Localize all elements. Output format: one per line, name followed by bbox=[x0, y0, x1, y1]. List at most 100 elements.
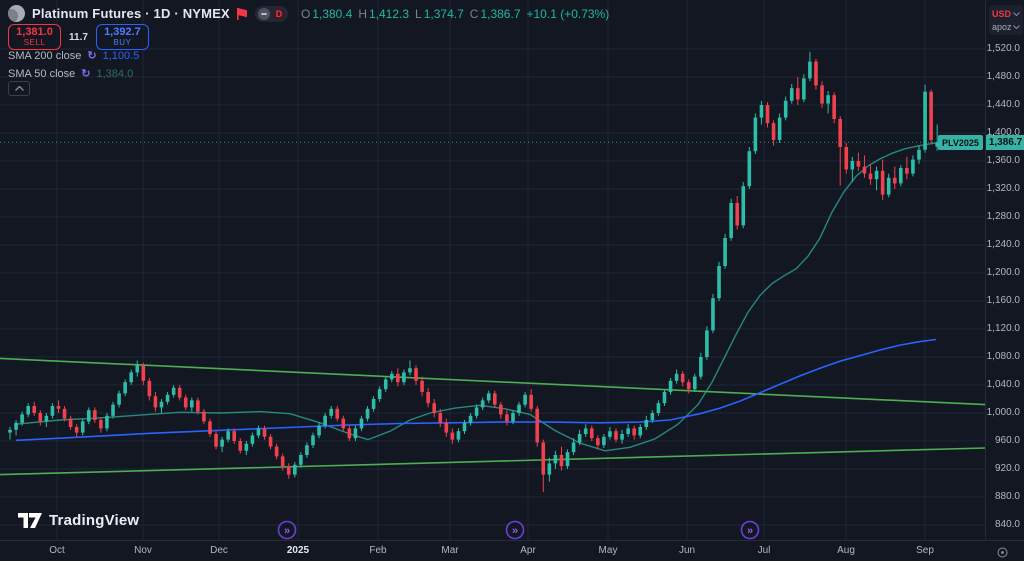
candle-body bbox=[650, 413, 655, 420]
candle-body bbox=[38, 413, 43, 422]
candle-body bbox=[141, 365, 146, 381]
candle-body bbox=[765, 105, 770, 124]
candle-body bbox=[44, 415, 49, 422]
price-tick-label: 1,160.0 bbox=[986, 295, 1020, 306]
tradingview-logo[interactable]: TradingView bbox=[18, 512, 139, 529]
timeline-jump-marker[interactable] bbox=[277, 520, 297, 540]
scale-settings-icon[interactable] bbox=[997, 545, 1008, 561]
candle-body bbox=[753, 117, 758, 152]
candle-body bbox=[68, 418, 73, 427]
candle-body bbox=[892, 177, 897, 184]
time-label: Oct bbox=[49, 545, 65, 556]
candle-body bbox=[838, 119, 843, 147]
candle-body bbox=[899, 168, 903, 184]
price-tick-label: 1,040.0 bbox=[986, 379, 1020, 390]
candle-body bbox=[220, 439, 224, 447]
sell-price: 1,381.0 bbox=[16, 26, 53, 39]
candle-body bbox=[862, 166, 867, 174]
time-label: Nov bbox=[134, 545, 152, 556]
candle-body bbox=[614, 431, 618, 440]
trendline[interactable] bbox=[0, 357, 986, 406]
double-chevron-icon: » bbox=[284, 525, 290, 537]
candle-body bbox=[571, 442, 576, 453]
timeline-jump-marker[interactable] bbox=[505, 520, 525, 540]
tradingview-logo-text: TradingView bbox=[49, 512, 140, 529]
candle-body bbox=[396, 373, 400, 383]
candle-body bbox=[147, 380, 152, 397]
close-value: 1,386.7 bbox=[480, 6, 521, 21]
indicator-loading-icon: ↻ bbox=[87, 50, 97, 62]
candle-body bbox=[796, 88, 800, 100]
indicator-row-sma50[interactable]: SMA 50 close ↻ 1,384.0 bbox=[8, 67, 133, 81]
price-tick-label: 1,280.0 bbox=[986, 211, 1020, 222]
price-scale[interactable]: USD apoz 1,386.7 1,520.0 1,480.0 1,440.0 1,… bbox=[985, 0, 1024, 540]
spread-value: 11.7 bbox=[69, 31, 88, 43]
chevron-up-icon bbox=[14, 86, 24, 91]
double-chevron-icon: » bbox=[512, 525, 518, 537]
sell-button[interactable]: 1,381.0 SELL bbox=[8, 24, 61, 50]
candle-body bbox=[668, 380, 673, 392]
candle-body bbox=[389, 373, 394, 380]
candle-body bbox=[329, 408, 333, 416]
candle-body bbox=[450, 432, 455, 440]
interval-pill[interactable]: D bbox=[254, 5, 288, 22]
minus-icon[interactable] bbox=[257, 7, 270, 20]
candle-body bbox=[832, 95, 836, 119]
buy-button[interactable]: 1,392.7 BUY bbox=[95, 24, 149, 50]
symbol-title[interactable]: Platinum Futures · 1D · NYMEX bbox=[32, 6, 230, 21]
candle-body bbox=[789, 88, 794, 101]
candle-body bbox=[468, 415, 473, 423]
order-panel: 1,381.0 SELL 11.7 1,392.7 BUY bbox=[8, 24, 149, 50]
candle-body bbox=[299, 455, 303, 465]
unit-selector[interactable]: apoz bbox=[992, 20, 1020, 33]
candle-body bbox=[686, 382, 691, 390]
high-value: 1,412.3 bbox=[369, 6, 410, 21]
candle-body bbox=[8, 429, 12, 433]
timeline-jump-marker[interactable] bbox=[740, 520, 760, 540]
candle-body bbox=[56, 406, 61, 409]
candle-body bbox=[238, 441, 243, 451]
low-value: 1,374.7 bbox=[423, 6, 464, 21]
chevron-down-icon bbox=[1013, 24, 1020, 29]
candle-body bbox=[602, 436, 606, 446]
candle-body bbox=[80, 421, 85, 433]
trendline[interactable] bbox=[0, 447, 986, 476]
sma200-line[interactable] bbox=[15, 338, 937, 442]
candle-body bbox=[256, 428, 261, 436]
candle-body bbox=[735, 203, 739, 226]
indicator-name: SMA 200 close bbox=[8, 49, 82, 62]
collapse-legend-button[interactable] bbox=[8, 81, 30, 96]
candle-body bbox=[208, 421, 212, 434]
time-scale[interactable]: Oct Nov Dec 2025 Feb Mar Apr May Jun Jul Aug Sep bbox=[0, 540, 1024, 561]
candle-body bbox=[62, 408, 67, 419]
candle-body bbox=[662, 392, 667, 404]
flag-icon[interactable] bbox=[236, 7, 248, 20]
candle-body bbox=[674, 373, 679, 381]
candle-body bbox=[86, 410, 91, 422]
candle-body bbox=[432, 403, 436, 413]
candle-body bbox=[935, 142, 939, 147]
currency-selector[interactable]: USD bbox=[992, 7, 1020, 20]
candle-body bbox=[929, 91, 933, 140]
candle-body bbox=[717, 266, 721, 299]
symbol-logo[interactable] bbox=[8, 5, 25, 22]
candle-body bbox=[26, 406, 30, 415]
indicator-row-sma200[interactable]: SMA 200 close ↻ 1,100.5 bbox=[8, 49, 139, 63]
currency-unit-box: USD apoz bbox=[989, 5, 1023, 35]
candle-body bbox=[196, 400, 200, 412]
candle-body bbox=[456, 431, 461, 440]
candle-body bbox=[644, 420, 649, 427]
candle-body bbox=[323, 415, 327, 426]
candle-body bbox=[771, 123, 776, 140]
price-tick-label: 1,240.0 bbox=[986, 239, 1020, 250]
candle-body bbox=[880, 170, 885, 195]
candle-body bbox=[32, 406, 37, 413]
candle-body bbox=[105, 415, 109, 429]
candle-body bbox=[747, 151, 752, 187]
interval-d-badge[interactable]: D bbox=[272, 7, 285, 20]
candle-body bbox=[268, 436, 273, 447]
candle-body bbox=[874, 170, 879, 180]
candle-body bbox=[814, 61, 818, 86]
